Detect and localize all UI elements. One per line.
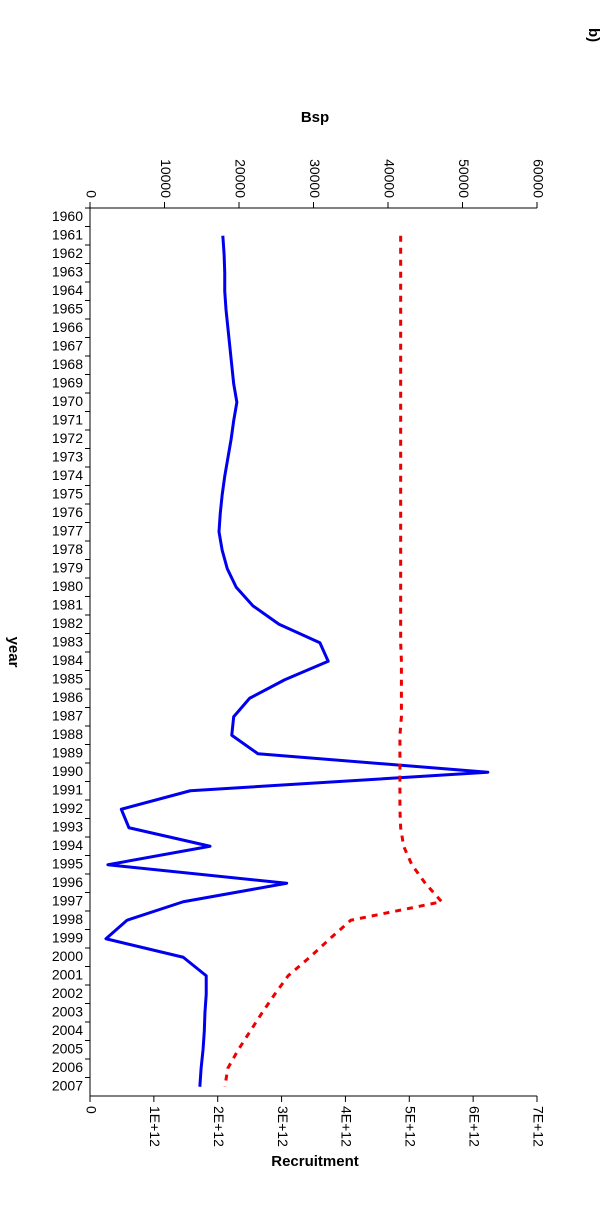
rotated-chart: b) Bsp Recruitment year 0 10000 20000 30000… <box>5 28 602 1170</box>
x-tick-label: 1983 <box>52 633 83 649</box>
y-tick-label: 20000 <box>232 159 248 198</box>
x-tick-label: 2002 <box>52 985 83 1001</box>
y2-tick-label: 5E+12 <box>403 1106 419 1147</box>
x-tick-label: 1970 <box>52 393 83 409</box>
x-tick-label: 1996 <box>52 874 83 890</box>
x-tick-label: 1990 <box>52 763 83 779</box>
x-tick-label: 1961 <box>52 226 83 242</box>
x-tick-label: 1968 <box>52 356 83 372</box>
y2-tick-label: 4E+12 <box>339 1106 355 1147</box>
x-tick-label: 1976 <box>52 504 83 520</box>
x-tick-label: 1962 <box>52 245 83 261</box>
x-tick-label: 1984 <box>52 652 83 668</box>
x-tick-label: 1991 <box>52 781 83 797</box>
x-tick-label: 1992 <box>52 800 83 816</box>
x-tick-label: 1977 <box>52 522 83 538</box>
x-tick-label: 2001 <box>52 966 83 982</box>
x-tick-label: 1971 <box>52 411 83 427</box>
y2-tick-label: 1E+12 <box>147 1106 163 1147</box>
x-tick-label: 1988 <box>52 726 83 742</box>
x-tick-label: 1995 <box>52 855 83 871</box>
x-tick-label: 1986 <box>52 689 83 705</box>
x-tick-label: 1980 <box>52 578 83 594</box>
x-tick-label: 1997 <box>52 892 83 908</box>
y-tick-label: 40000 <box>381 159 397 198</box>
y-tick-label: 60000 <box>530 159 546 198</box>
x-tick-label: 1964 <box>52 282 83 298</box>
x-tick-label: 2000 <box>52 948 83 964</box>
y2-tick-label: 7E+12 <box>530 1106 546 1147</box>
x-tick-label: 1967 <box>52 337 83 353</box>
x-tick-label: 1969 <box>52 374 83 390</box>
y-tick-label: 0 <box>83 190 99 198</box>
panel-label: b) <box>585 28 602 42</box>
x-tick-label: 2007 <box>52 1077 83 1093</box>
x-tick-label: 1993 <box>52 818 83 834</box>
y-tick-label: 30000 <box>307 159 323 198</box>
series-line <box>104 235 490 1087</box>
x-tick-label: 1978 <box>52 541 83 557</box>
x-tick-label: 1987 <box>52 707 83 723</box>
y2-tick-label: 6E+12 <box>466 1106 482 1147</box>
x-tick-label: 1989 <box>52 744 83 760</box>
x-tick-label: 1960 <box>52 208 83 224</box>
y2-tick-label: 0 <box>83 1106 99 1114</box>
y2-tick-label: 3E+12 <box>275 1106 291 1147</box>
x-tick-label: 1975 <box>52 485 83 501</box>
x-tick-label: 1998 <box>52 911 83 927</box>
x-tick-label: 2005 <box>52 1040 83 1056</box>
y2-axis-title: Recruitment <box>271 1153 359 1170</box>
series-line <box>223 235 444 1087</box>
x-tick-label: 1981 <box>52 596 83 612</box>
y-tick-label: 50000 <box>456 159 472 198</box>
x-tick-label: 1994 <box>52 837 83 853</box>
y2-tick-label: 2E+12 <box>211 1106 227 1147</box>
x-tick-label: 1979 <box>52 559 83 575</box>
x-tick-label: 1972 <box>52 430 83 446</box>
x-tick-label: 1999 <box>52 929 83 945</box>
x-tick-label: 1965 <box>52 300 83 316</box>
y-axis-title: Bsp <box>301 109 329 126</box>
x-tick-label: 1963 <box>52 263 83 279</box>
x-tick-label: 1973 <box>52 448 83 464</box>
x-tick-label: 1982 <box>52 615 83 631</box>
x-tick-label: 2003 <box>52 1003 83 1019</box>
x-axis-title: year <box>5 637 22 668</box>
x-tick-label: 1985 <box>52 670 83 686</box>
y-tick-label: 10000 <box>158 159 174 198</box>
x-tick-label: 1966 <box>52 319 83 335</box>
x-tick-label: 2006 <box>52 1059 83 1075</box>
x-tick-label: 2004 <box>52 1022 83 1038</box>
x-tick-label: 1974 <box>52 467 83 483</box>
